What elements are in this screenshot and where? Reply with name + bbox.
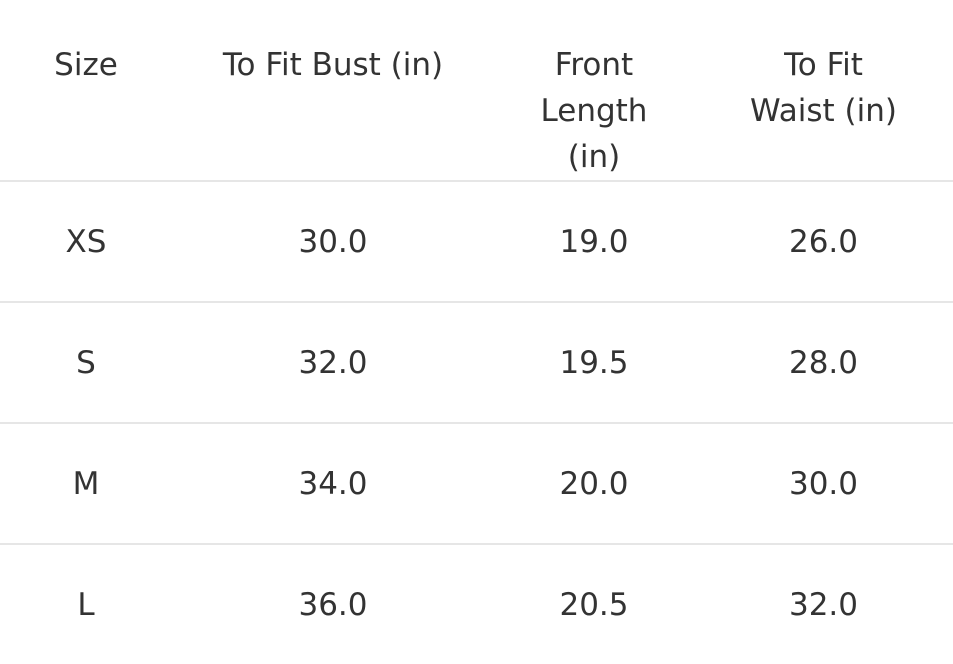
table-row: XS 30.0 19.0 26.0	[0, 180, 953, 302]
table-cell: 26.0	[694, 180, 953, 302]
table-cell: L	[0, 543, 172, 664]
header-bust: To Fit Bust (in)	[222, 47, 444, 83]
header-front-length: Front Length (in)	[540, 47, 648, 175]
table-cell: 34.0	[172, 422, 494, 544]
table-cell: 32.0	[172, 301, 494, 423]
table-cell: XS	[0, 180, 172, 302]
table-cell: 20.0	[494, 422, 694, 544]
table-cell: 32.0	[694, 543, 953, 664]
table-cell: 36.0	[172, 543, 494, 664]
table-cell: 28.0	[694, 301, 953, 423]
header-size: Size	[54, 47, 118, 83]
header-waist: To Fit Waist (in)	[750, 47, 897, 129]
table-cell: 19.0	[494, 180, 694, 302]
table-row: L 36.0 20.5 32.0	[0, 543, 953, 664]
table-cell: 30.0	[694, 422, 953, 544]
table-row: M 34.0 20.0 30.0	[0, 422, 953, 544]
table-cell: 20.5	[494, 543, 694, 664]
table-cell: S	[0, 301, 172, 423]
table-cell: 19.5	[494, 301, 694, 423]
table-cell: M	[0, 422, 172, 544]
table-row: S 32.0 19.5 28.0	[0, 301, 953, 423]
table-cell: 30.0	[172, 180, 494, 302]
header-row: Size To Fit Bust (in) Front Length (in) …	[0, 0, 953, 181]
